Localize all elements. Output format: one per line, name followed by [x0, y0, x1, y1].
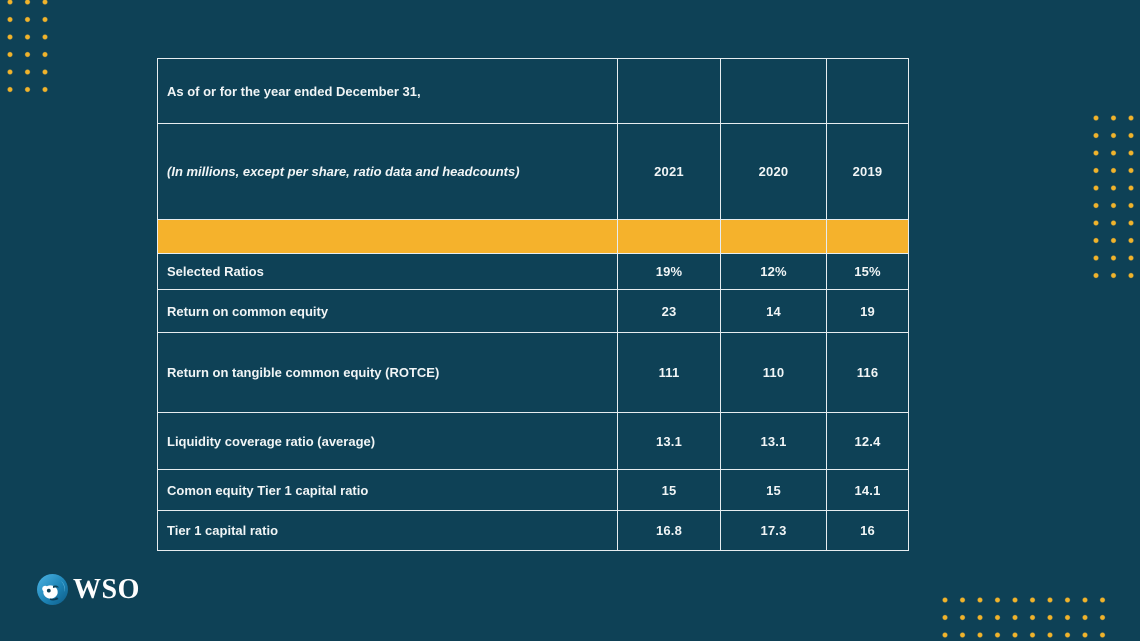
- wso-logo: WSO: [37, 574, 140, 605]
- row-label: Selected Ratios: [157, 253, 618, 290]
- table-row: Liquidity coverage ratio (average) 13.1 …: [157, 412, 909, 470]
- highlight-cell: [720, 219, 827, 254]
- table-title-row: As of or for the year ended December 31,: [157, 58, 909, 124]
- year-header: 2019: [826, 123, 909, 220]
- value-cell: 16: [826, 510, 909, 551]
- highlight-cell: [157, 219, 618, 254]
- value-cell: 17.3: [720, 510, 827, 551]
- empty-cell: [617, 58, 721, 124]
- row-label: Comon equity Tier 1 capital ratio: [157, 469, 618, 511]
- year-header: 2021: [617, 123, 721, 220]
- value-cell: 12%: [720, 253, 827, 290]
- value-cell: 116: [826, 332, 909, 413]
- dot-grid-bottom-right: [942, 597, 1106, 641]
- dot-grid-right: [1093, 115, 1135, 281]
- value-cell: 19%: [617, 253, 721, 290]
- value-cell: 23: [617, 289, 721, 333]
- value-cell: 111: [617, 332, 721, 413]
- row-label: Liquidity coverage ratio (average): [157, 412, 618, 470]
- table-row: Comon equity Tier 1 capital ratio 15 15 …: [157, 469, 909, 511]
- value-cell: 14.1: [826, 469, 909, 511]
- empty-cell: [720, 58, 827, 124]
- row-label: Tier 1 capital ratio: [157, 510, 618, 551]
- highlight-cell: [826, 219, 909, 254]
- value-cell: 14: [720, 289, 827, 333]
- value-cell: 13.1: [720, 412, 827, 470]
- table-row: Tier 1 capital ratio 16.8 17.3 16: [157, 510, 909, 551]
- year-header: 2020: [720, 123, 827, 220]
- table-row: Selected Ratios 19% 12% 15%: [157, 253, 909, 290]
- value-cell: 110: [720, 332, 827, 413]
- table-subtitle-row: (In millions, except per share, ratio da…: [157, 123, 909, 220]
- value-cell: 15: [720, 469, 827, 511]
- row-label: Return on common equity: [157, 289, 618, 333]
- value-cell: 19: [826, 289, 909, 333]
- value-cell: 15%: [826, 253, 909, 290]
- table-row: Return on tangible common equity (ROTCE)…: [157, 332, 909, 413]
- empty-cell: [826, 58, 909, 124]
- highlight-cell: [617, 219, 721, 254]
- value-cell: 12.4: [826, 412, 909, 470]
- financial-ratios-table: As of or for the year ended December 31,…: [157, 58, 909, 551]
- row-label: Return on tangible common equity (ROTCE): [157, 332, 618, 413]
- wso-monkey-icon: [37, 574, 68, 605]
- value-cell: 16.8: [617, 510, 721, 551]
- value-cell: 13.1: [617, 412, 721, 470]
- wso-logo-text: WSO: [73, 573, 140, 605]
- value-cell: 15: [617, 469, 721, 511]
- table-subtitle: (In millions, except per share, ratio da…: [157, 123, 618, 220]
- table-title: As of or for the year ended December 31,: [157, 58, 618, 124]
- dot-grid-top-left: [7, 0, 59, 93]
- table-row: Return on common equity 23 14 19: [157, 289, 909, 333]
- highlight-row: [157, 219, 909, 254]
